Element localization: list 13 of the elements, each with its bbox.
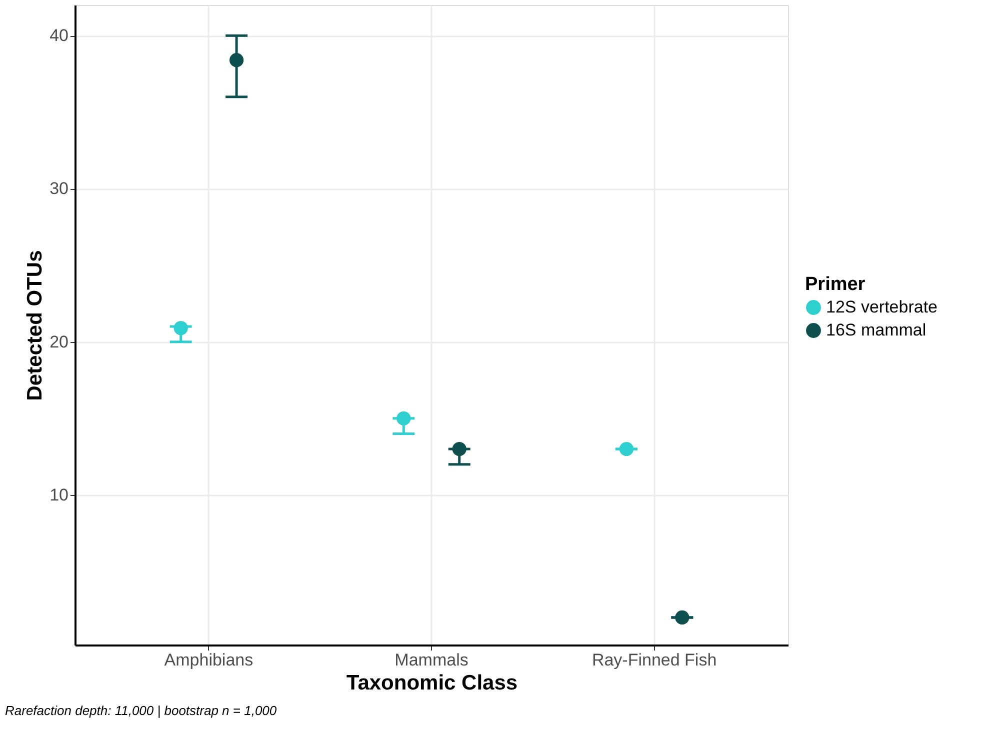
legend-label: 16S mammal bbox=[826, 320, 926, 340]
y-tick-label: 10 bbox=[50, 485, 68, 504]
y-tick-label: 20 bbox=[50, 332, 68, 352]
x-tick-label: Mammals bbox=[394, 650, 468, 670]
y-tick-label: 30 bbox=[50, 179, 68, 198]
text: Rarefaction depth: 11,000 | bootstrap n = 1,000 bbox=[5, 703, 278, 718]
legend-label: 12S vertebrate bbox=[826, 298, 938, 316]
x-axis-title: Taxonomic Class bbox=[346, 672, 518, 694]
y-axis-title: Detected OTUs bbox=[24, 250, 47, 401]
y-tick-label: 40 bbox=[50, 26, 68, 46]
x-tick-label: Amphibians bbox=[164, 650, 254, 670]
legend-title: Primer bbox=[805, 274, 866, 295]
x-tick-label: Ray-Finned Fish bbox=[592, 650, 717, 670]
